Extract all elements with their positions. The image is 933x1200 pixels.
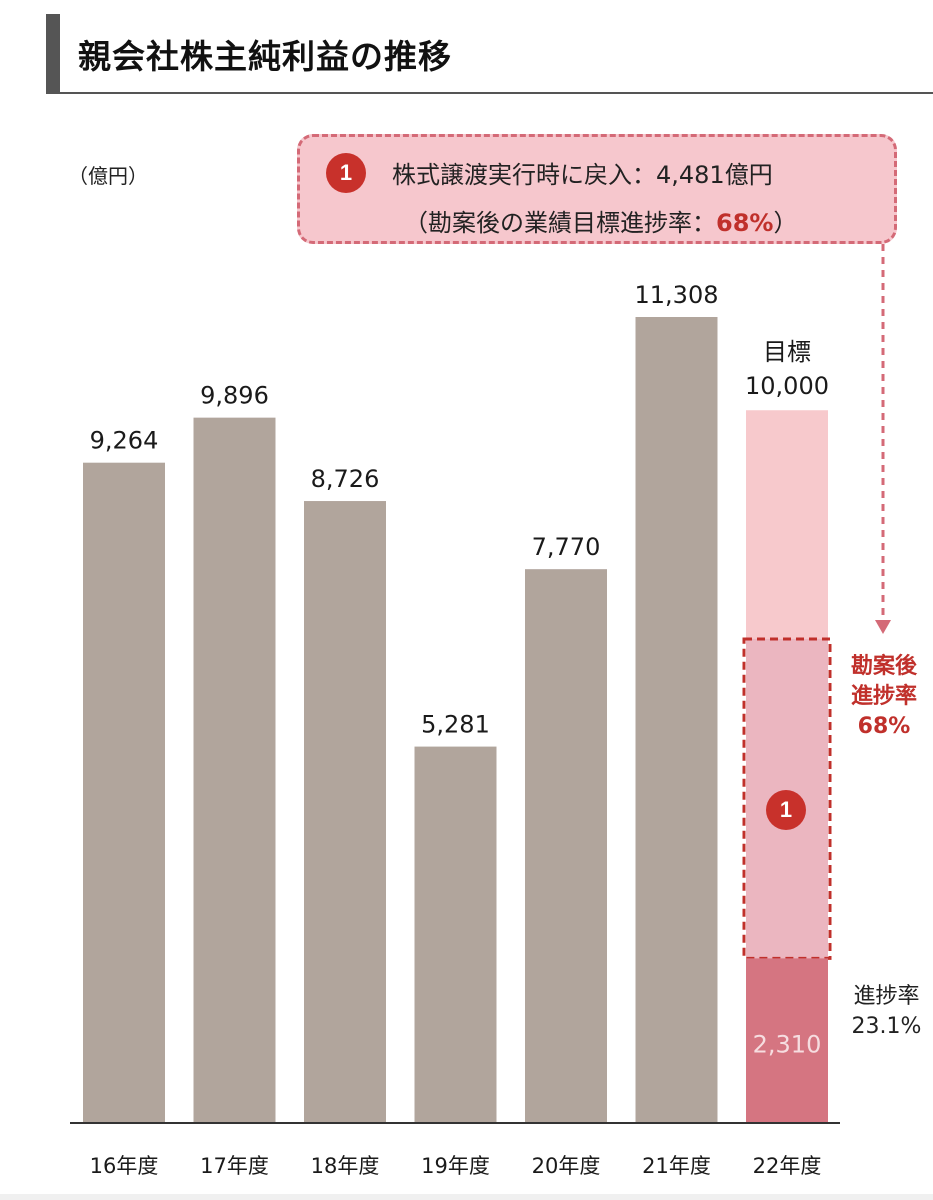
bar-19年度 xyxy=(414,746,497,1123)
bar-value-label: 9,896 xyxy=(200,382,269,410)
adjusted-label-line2: 進捗率 xyxy=(850,684,917,709)
bar-value-label: 11,308 xyxy=(635,281,719,309)
unit-label: （億円） xyxy=(68,164,148,188)
bar-17年度 xyxy=(193,417,276,1124)
footer-strip xyxy=(0,1194,933,1200)
bar-value-label: 8,726 xyxy=(311,465,380,493)
bar-value-label: 9,264 xyxy=(90,427,159,455)
progress-label-line1: 進捗率 xyxy=(853,984,920,1009)
x-tick-label: 20年度 xyxy=(532,1154,601,1178)
bar-value-label: 7,770 xyxy=(532,533,601,561)
bar-18年度 xyxy=(304,501,386,1124)
callout-line2-percentage: 68% xyxy=(716,209,774,237)
target-value-label: 10,000 xyxy=(745,372,829,400)
target-label: 目標 xyxy=(763,338,811,366)
current-progress-label: 進捗率 23.1% xyxy=(840,982,933,1042)
title-underline xyxy=(60,92,933,94)
progress-value-label: 2,310 xyxy=(753,1030,822,1058)
adjusted-label-line1: 勘案後 xyxy=(850,654,917,679)
adjusted-progress-label: 勘案後 進捗率 68% xyxy=(836,652,932,742)
x-tick-label: 19年度 xyxy=(421,1154,490,1178)
callout-line2-suffix: ） xyxy=(773,209,798,237)
adjusted-label-line3: 68% xyxy=(857,714,911,739)
callout-box xyxy=(297,134,897,244)
x-tick-label: 22年度 xyxy=(753,1154,822,1178)
title-accent-bar xyxy=(46,14,60,94)
x-tick-label: 18年度 xyxy=(311,1154,380,1178)
callout-connector-arrowhead xyxy=(875,620,891,634)
x-tick-label: 21年度 xyxy=(642,1154,711,1178)
x-tick-label: 17年度 xyxy=(200,1154,269,1178)
callout-text-line1: 株式譲渡実行時に戻入：4,481億円 xyxy=(392,161,773,189)
page-title: 親会社株主純利益の推移 xyxy=(78,37,452,76)
progress-label-line2: 23.1% xyxy=(851,1014,922,1039)
bar-value-label: 5,281 xyxy=(421,711,490,739)
bar-number-badge: 1 xyxy=(766,790,806,830)
callout-line2-prefix: （勘案後の業績目標進捗率： xyxy=(404,209,716,237)
x-tick-label: 16年度 xyxy=(90,1154,159,1178)
callout-number-badge: 1 xyxy=(326,153,366,193)
progress-segment xyxy=(746,958,828,1123)
callout-text-line2: （勘案後の業績目標進捗率：68%） xyxy=(404,203,797,238)
bar-20年度 xyxy=(525,569,607,1123)
bar-16年度 xyxy=(83,462,165,1123)
bar-21年度 xyxy=(635,317,718,1123)
